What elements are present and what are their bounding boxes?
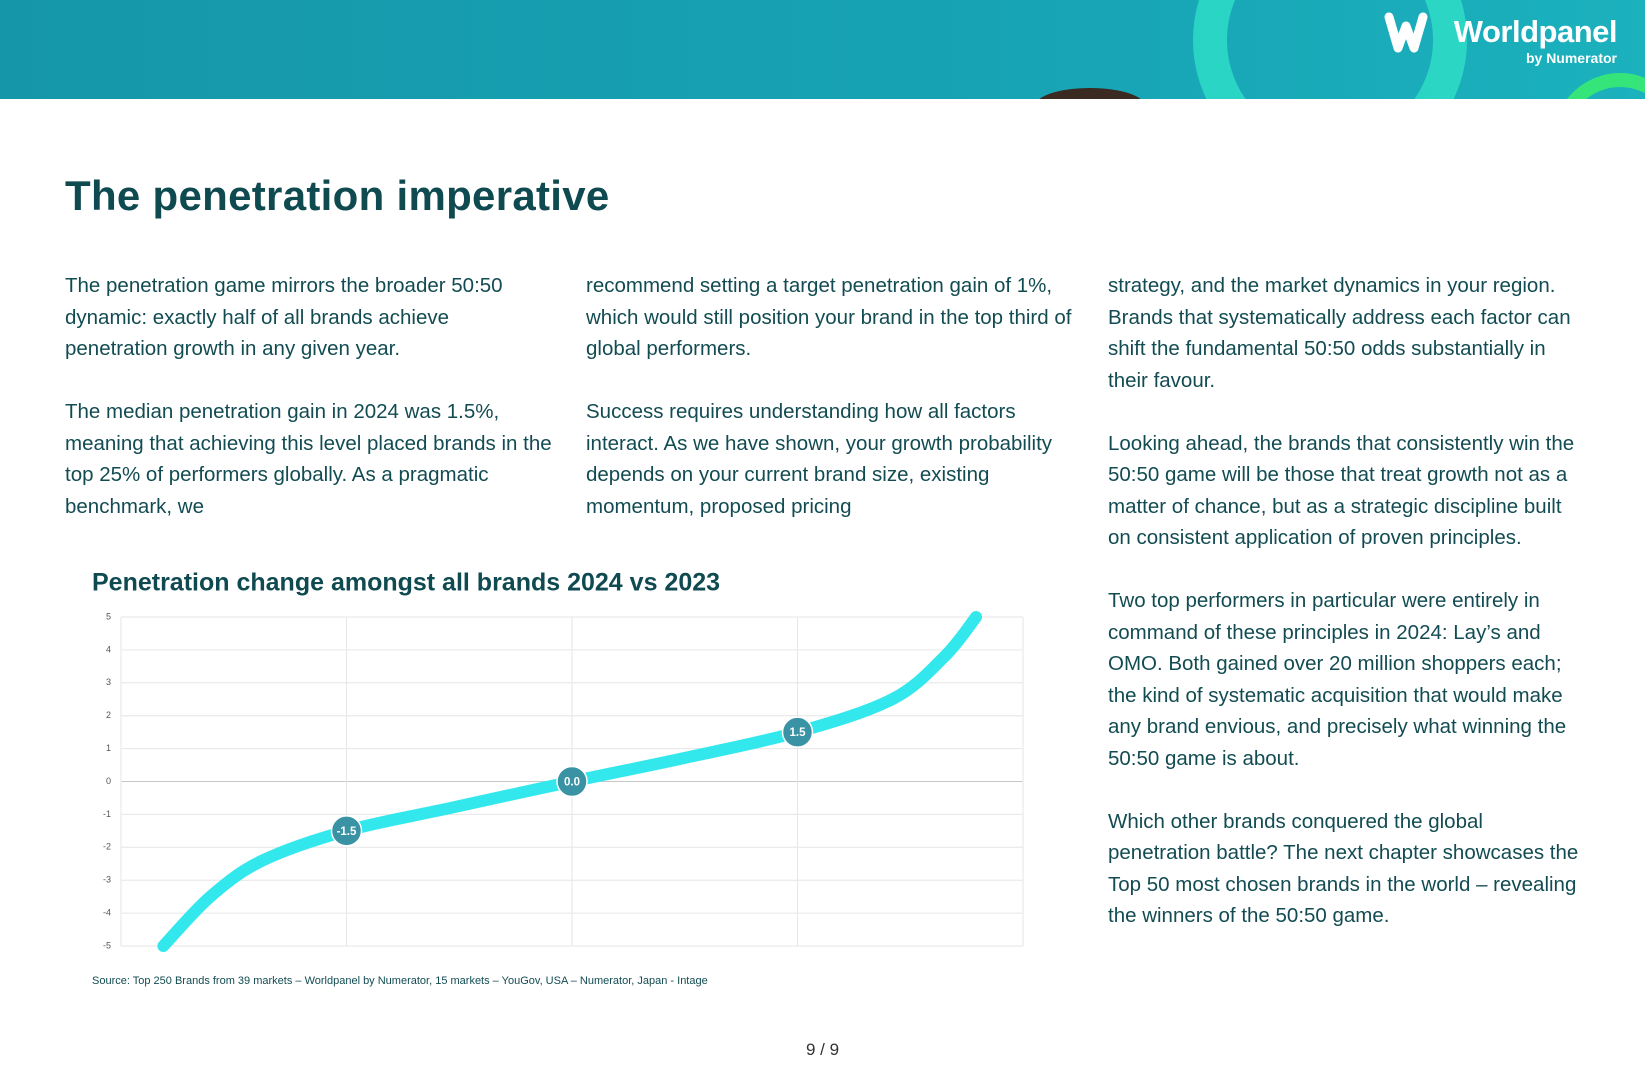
header-art (1039, 0, 1645, 99)
text-column: recommend setting a target penetration g… (586, 270, 1076, 554)
chart: Penetration change amongst all brands 20… (92, 569, 1024, 987)
decor-ring (1193, 0, 1467, 99)
paragraph: Looking ahead, the brands that consisten… (1108, 431, 1575, 550)
decor-photo (1039, 88, 1141, 99)
y-tick-label: 4 (106, 644, 111, 654)
y-tick-label: -1 (103, 809, 111, 819)
annotation-label: 1.5 (790, 727, 807, 739)
sub-brand: by Numerator (1525, 50, 1617, 66)
logo-mark (1384, 12, 1428, 53)
brand-name: Worldpanel (1453, 14, 1618, 49)
decor-ring (1567, 73, 1645, 99)
y-tick-label: -5 (103, 940, 111, 950)
chart-title: Penetration change amongst all brands 20… (92, 569, 720, 597)
logo: Worldpanel by Numerator (1453, 14, 1618, 66)
annotation-marker (330, 815, 363, 847)
page-title: The penetration imperative (65, 172, 610, 219)
paragraph: strategy, and the market dynamics in you… (1108, 274, 1571, 392)
paragraph: Which other brands conquered the global … (1108, 809, 1579, 928)
paragraph: Success requires understanding how all f… (586, 400, 1053, 518)
y-tick-label: -2 (103, 842, 111, 852)
text-column: strategy, and the market dynamics in you… (1108, 270, 1588, 963)
page-number: 9 / 9 (805, 1040, 840, 1059)
text-column: The penetration game mirrors the broader… (65, 270, 555, 554)
paragraph: Two top performers in particular were en… (1108, 589, 1567, 770)
y-tick-label: -4 (103, 907, 111, 917)
annotation-marker (781, 716, 814, 748)
annotation-label: 0.0 (564, 777, 580, 789)
y-tick-label: 5 (106, 611, 111, 621)
chart-source: Source: Top 250 Brands from 39 markets –… (92, 975, 708, 987)
header-banner: Worldpanel by Numerator (0, 0, 1645, 99)
y-tick-label: 2 (106, 710, 111, 720)
paragraph: The penetration game mirrors the broader… (65, 274, 503, 360)
annotation-marker (556, 765, 588, 798)
paragraph: recommend setting a target penetration g… (586, 274, 1072, 360)
y-tick-label: 1 (106, 743, 111, 753)
y-tick-label: 3 (106, 677, 111, 687)
annotation-label: -1.5 (337, 826, 357, 838)
y-tick-label: -3 (103, 875, 111, 885)
y-tick-label: 0 (106, 776, 111, 786)
paragraph: The median penetration gain in 2024 was … (65, 400, 552, 518)
